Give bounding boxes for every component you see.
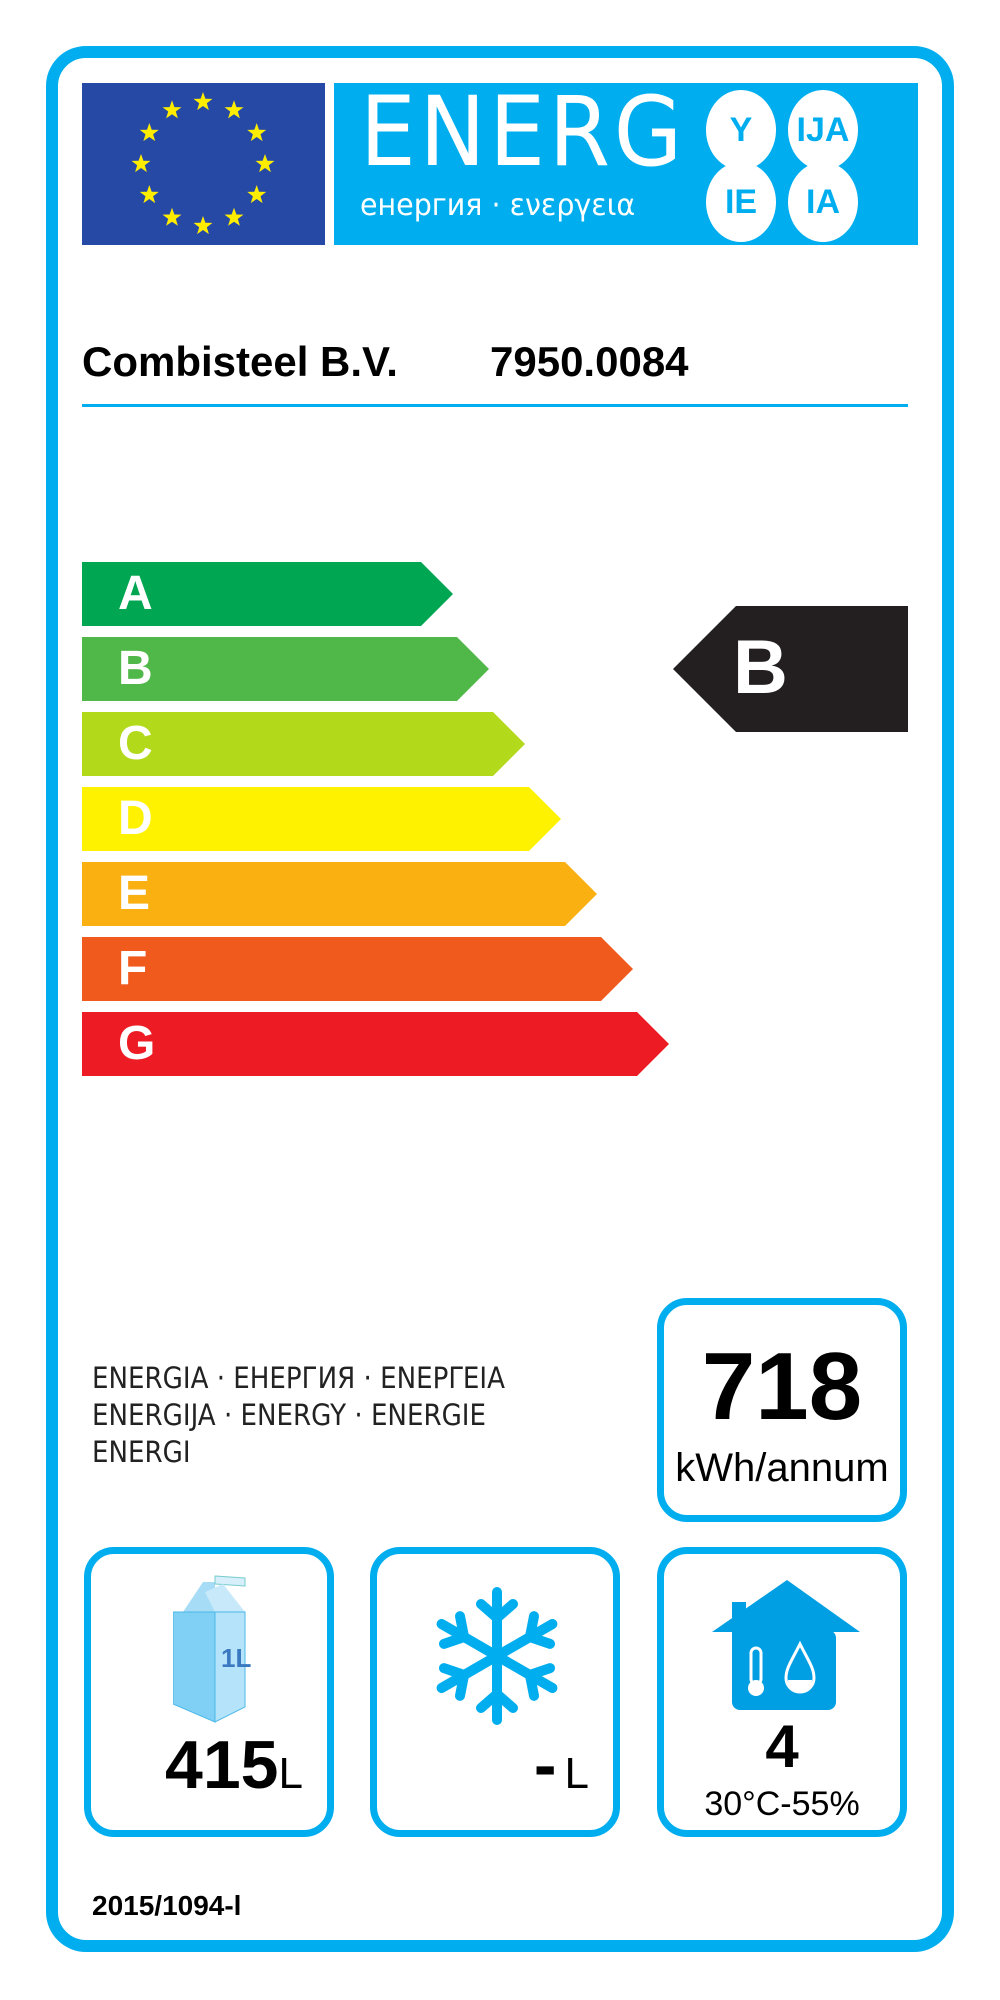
consumption-value: 718 <box>701 1333 863 1440</box>
scale-bar-label: A <box>118 567 153 620</box>
chill-volume: 415L <box>165 1727 303 1822</box>
supplier-name: Combisteel B.V. <box>82 338 398 385</box>
scale-bar-label: D <box>118 792 153 845</box>
climate-condition: 30°C-55% <box>704 1785 860 1823</box>
model-identifier: 7950.0084 <box>490 338 689 385</box>
scale-bar-label: E <box>118 867 151 920</box>
scale-bar-e: E <box>82 862 597 926</box>
climate-class: 4 <box>765 1713 799 1780</box>
suffix-bubble: IA <box>788 162 858 242</box>
divider <box>82 404 908 407</box>
energy-words: ENERGIA · ЕНЕРГИЯ · ΕΝΕΡΓΕΙΑ ENERGIJA · … <box>92 1360 505 1471</box>
milk-carton-icon: 1L <box>173 1575 251 1723</box>
snowflake-icon <box>435 1587 559 1726</box>
energy-subtitle: енергия · ενεργεια <box>360 188 636 223</box>
energy-words-line: ENERGIJA · ENERGY · ENERGIE <box>92 1398 487 1432</box>
scale-bar-label: C <box>118 717 153 770</box>
regulation-number: 2015/1094-l <box>92 1890 242 1921</box>
suffix-bubble: IE <box>706 162 776 242</box>
chill-volume-value: 415 <box>165 1727 279 1803</box>
house-thermometer-drop-icon <box>712 1580 860 1710</box>
scale-bar-label: B <box>118 642 153 695</box>
star-icon <box>131 154 151 173</box>
scale-bar-a: A <box>82 562 453 626</box>
rating-arrow: B <box>673 606 908 732</box>
scale-bar-g: G <box>82 1012 669 1076</box>
star-icon <box>162 100 182 119</box>
suffix-bubble: IJA <box>788 90 858 170</box>
star-icon <box>139 185 159 204</box>
star-icon <box>193 92 213 111</box>
frozen-volume-box: -L <box>370 1547 620 1837</box>
consumption-unit: kWh/annum <box>675 1446 889 1490</box>
suffix-bubble: Y <box>706 90 776 170</box>
chill-volume-unit: L <box>278 1749 303 1798</box>
star-icon <box>224 207 244 226</box>
scale-bar-d: D <box>82 787 561 851</box>
energy-consumption-box: 718 kWh/annum <box>657 1298 907 1522</box>
rating-class: B <box>733 625 788 710</box>
frozen-volume: -L <box>534 1727 589 1822</box>
star-icon <box>193 216 213 235</box>
frozen-volume-unit: L <box>564 1749 589 1798</box>
eu-flag-icon <box>82 83 325 245</box>
scale-bar-label: G <box>118 1017 156 1070</box>
star-icon <box>162 207 182 226</box>
chill-volume-box: 1L 415L <box>84 1547 334 1837</box>
star-icon <box>139 123 159 142</box>
scale-bar-f: F <box>82 937 633 1001</box>
label-frame <box>46 46 954 1952</box>
star-icon <box>247 185 267 204</box>
frozen-volume-value: - <box>533 1727 557 1803</box>
scale-bar-c: C <box>82 712 525 776</box>
energy-words-line: ENERGIA · ЕНЕРГИЯ · ΕΝΕΡΓΕΙΑ <box>92 1361 505 1395</box>
energy-title: ENERG <box>360 76 686 188</box>
star-icon <box>247 123 267 142</box>
scale-bar-b: B <box>82 637 489 701</box>
energy-words-line: ENERGI <box>92 1435 191 1469</box>
star-icon <box>224 100 244 119</box>
svg-text:1L: 1L <box>221 1643 251 1673</box>
star-icon <box>255 154 275 173</box>
climate-class-box: 4 30°C-55% <box>657 1547 907 1837</box>
scale-bar-label: F <box>118 942 148 995</box>
